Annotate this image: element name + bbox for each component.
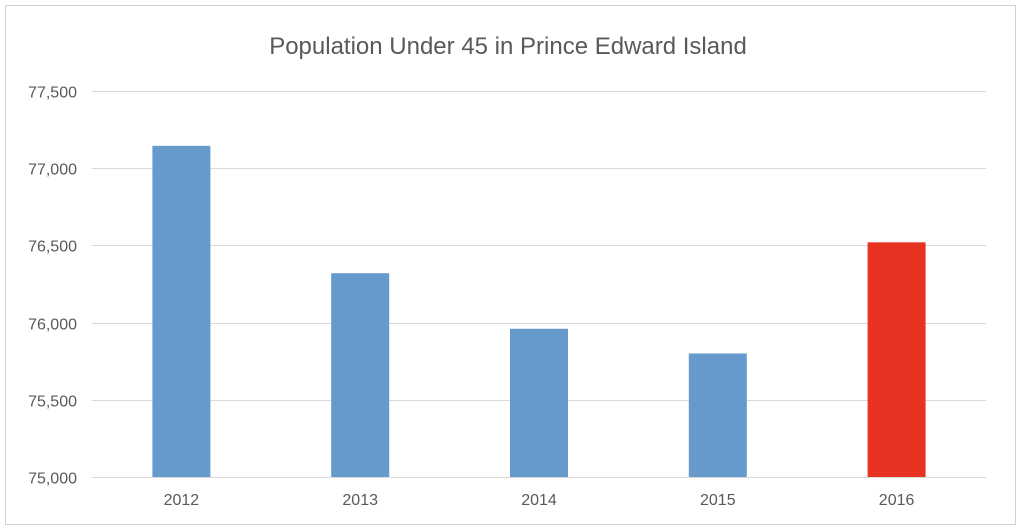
y-tick-label: 76,500 bbox=[28, 239, 77, 256]
y-tick-label: 77,000 bbox=[28, 162, 77, 179]
x-tick-label: 2014 bbox=[521, 492, 557, 509]
bar-2014 bbox=[510, 328, 568, 477]
x-tick-label: 2012 bbox=[164, 492, 200, 509]
y-tick-label: 77,500 bbox=[28, 85, 77, 102]
bar-2016 bbox=[867, 242, 926, 477]
bar-2015 bbox=[688, 353, 747, 477]
bar-2013 bbox=[331, 273, 390, 477]
x-tick-label: 2016 bbox=[879, 492, 915, 509]
x-tick-label: 2015 bbox=[700, 492, 736, 509]
chart-title: Population Under 45 in Prince Edward Isl… bbox=[269, 33, 747, 60]
bar-2012 bbox=[152, 145, 211, 477]
x-axis-tick-labels: 2012 2013 2014 2015 2016 bbox=[164, 492, 915, 509]
y-axis-tick-labels: 75,000 75,500 76,000 76,500 77,000 77,500 bbox=[28, 85, 77, 488]
y-tick-label: 76,000 bbox=[28, 317, 77, 334]
x-tick-label: 2013 bbox=[342, 492, 378, 509]
y-tick-label: 75,000 bbox=[28, 471, 77, 488]
bars bbox=[152, 145, 926, 477]
y-tick-label: 75,500 bbox=[28, 394, 77, 411]
gridlines bbox=[92, 91, 986, 478]
